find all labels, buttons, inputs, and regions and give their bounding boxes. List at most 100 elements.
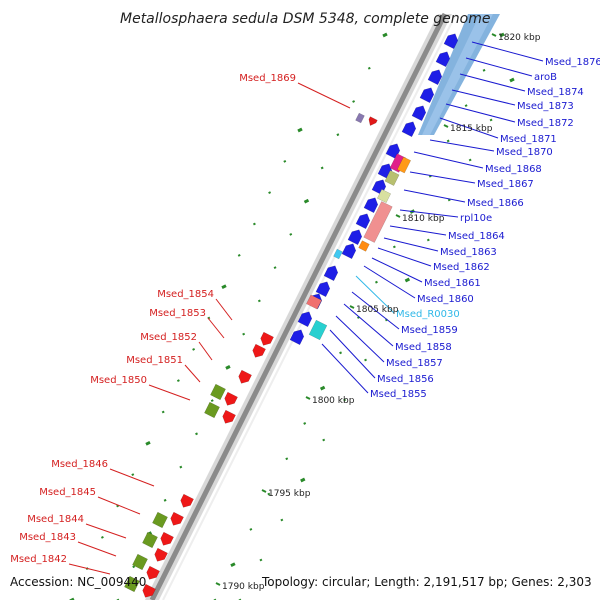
gene-label[interactable]: rpl10e — [460, 213, 492, 224]
forward-gene-block[interactable] — [170, 511, 184, 526]
forward-gene-block[interactable] — [180, 493, 194, 508]
feature-block-grey[interactable] — [355, 112, 365, 124]
leader-line — [297, 82, 351, 109]
feature-block-pale[interactable] — [376, 188, 392, 204]
reverse-gene-block[interactable] — [323, 265, 339, 282]
gene-label[interactable]: Msed_1856 — [377, 374, 434, 385]
gene-label[interactable]: Msed_1873 — [517, 101, 574, 112]
reverse-gene-block[interactable] — [297, 311, 313, 328]
feature-block-orange[interactable] — [396, 156, 412, 174]
rna-feature-block[interactable] — [333, 248, 343, 260]
feature-block-magenta[interactable] — [389, 153, 407, 173]
minor-tick — [489, 118, 493, 122]
leader-line — [409, 171, 476, 184]
forward-gene-block[interactable] — [146, 565, 160, 580]
green-gene-block[interactable] — [124, 575, 140, 593]
gene-label[interactable]: Msed_1853 — [149, 308, 206, 319]
reverse-gene-block[interactable] — [341, 243, 357, 260]
minor-tick — [319, 385, 326, 391]
gene-label[interactable]: Msed_1859 — [401, 325, 458, 336]
leader-line — [321, 343, 369, 394]
gene-label[interactable]: Msed_1868 — [485, 164, 542, 175]
gene-label[interactable]: Msed_1854 — [157, 289, 214, 300]
minor-tick — [273, 266, 277, 270]
forward-gene-block[interactable] — [222, 409, 236, 424]
gene-label[interactable]: Msed_1850 — [90, 375, 147, 386]
gene-label[interactable]: Msed_1867 — [477, 179, 534, 190]
gene-label[interactable]: Msed_1869 — [239, 73, 296, 84]
green-gene-block[interactable] — [210, 383, 226, 401]
green-gene-block[interactable] — [152, 511, 168, 529]
gene-label[interactable]: Msed_1852 — [140, 332, 197, 343]
reverse-gene-block[interactable] — [419, 87, 435, 104]
reverse-gene-block[interactable] — [363, 197, 379, 214]
gene-label[interactable]: Msed_1872 — [517, 118, 574, 129]
reverse-gene-block[interactable] — [315, 281, 331, 298]
green-gene-block[interactable] — [142, 531, 158, 549]
minor-tick — [69, 597, 75, 600]
gene-label[interactable]: Msed_1860 — [417, 294, 474, 305]
leader-line — [451, 89, 516, 106]
feature-block-olive[interactable] — [384, 170, 400, 186]
gene-label[interactable]: Msed_1864 — [448, 231, 505, 242]
forward-gene-block[interactable] — [224, 391, 238, 406]
gene-label[interactable]: Msed_1871 — [500, 134, 557, 145]
leader-line — [403, 189, 466, 203]
gene-label[interactable]: Msed_1851 — [126, 355, 183, 366]
gene-label[interactable]: Msed_1857 — [386, 358, 443, 369]
gene-label[interactable]: Msed_1843 — [19, 532, 76, 543]
gene-label[interactable]: Msed_1874 — [527, 87, 584, 98]
minor-tick — [210, 399, 214, 402]
reverse-gene-block[interactable] — [435, 51, 451, 68]
gene-label[interactable]: Msed_1858 — [395, 342, 452, 353]
reverse-gene-block[interactable] — [385, 143, 401, 160]
gene-label[interactable]: aroB — [534, 72, 557, 83]
gene-label[interactable]: Msed_1866 — [467, 198, 524, 209]
green-gene-block[interactable] — [204, 401, 220, 419]
reverse-gene-block[interactable] — [443, 33, 459, 50]
leader-line — [471, 41, 544, 62]
gene-label[interactable]: Msed_1844 — [27, 514, 84, 525]
forward-gene-block[interactable] — [368, 116, 378, 126]
forward-gene-block[interactable] — [238, 369, 252, 384]
forward-gene-block[interactable] — [252, 343, 266, 358]
gene-label[interactable]: Msed_1861 — [424, 278, 481, 289]
feature-block-orange2[interactable] — [358, 240, 370, 252]
forward-gene-block[interactable] — [154, 547, 168, 562]
feature-block-pink[interactable] — [306, 294, 322, 310]
reverse-gene-block[interactable] — [427, 69, 443, 86]
minor-tick — [237, 253, 241, 257]
feature-block-cyan[interactable] — [308, 319, 328, 341]
gene-label[interactable]: Msed_1855 — [370, 389, 427, 400]
gene-label[interactable]: Msed_1845 — [39, 487, 96, 498]
gene-features — [124, 33, 459, 598]
green-gene-block[interactable] — [132, 553, 148, 571]
forward-gene-block[interactable] — [260, 331, 274, 346]
forward-gene-block[interactable] — [142, 583, 156, 598]
leader-line — [207, 317, 225, 339]
minor-tick — [464, 104, 468, 108]
reverse-gene-block[interactable] — [401, 121, 417, 138]
kbp-tick — [261, 489, 267, 493]
reverse-gene-block[interactable] — [355, 213, 371, 230]
gene-label[interactable]: Msed_1876 — [545, 57, 600, 68]
leader-line — [198, 341, 213, 361]
minor-tick — [179, 465, 183, 469]
feature-block-salmon[interactable] — [363, 201, 393, 243]
minor-tick — [482, 68, 486, 72]
gene-label[interactable]: Msed_1870 — [496, 147, 553, 158]
kbp-label: 1815 kbp — [450, 124, 493, 134]
reverse-gene-block[interactable] — [347, 229, 363, 246]
minor-tick — [242, 332, 246, 336]
gene-label[interactable]: Msed_1863 — [440, 247, 497, 258]
reverse-gene-block[interactable] — [411, 105, 427, 122]
gene-label[interactable]: Msed_1862 — [433, 262, 490, 273]
reverse-gene-block[interactable] — [289, 329, 305, 346]
minor-tick — [192, 347, 196, 351]
gene-label[interactable]: Msed_1842 — [10, 554, 67, 565]
gene-label[interactable]: Msed_1846 — [51, 459, 108, 470]
minor-tick — [249, 527, 253, 531]
forward-gene-block[interactable] — [160, 531, 174, 546]
gene-label[interactable]: Msed_R0030 — [396, 309, 460, 320]
leader-line — [355, 275, 395, 314]
